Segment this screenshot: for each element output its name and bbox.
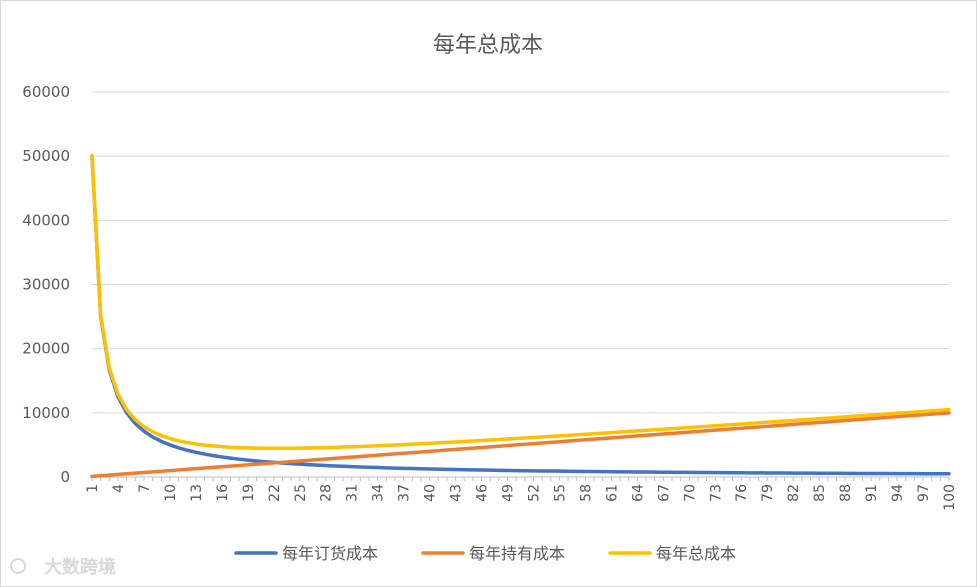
x-axis-ticks: 1 4 7 10 13 16 19 22 25 28 31 34 37 40 43 46 49 52 55 58 61 6… bbox=[85, 477, 958, 511]
x-tick-label: 40 bbox=[423, 484, 439, 502]
series-line-1 bbox=[90, 154, 951, 476]
x-tick-label: 46 bbox=[475, 484, 491, 502]
x-tick-label: 43 bbox=[449, 484, 465, 502]
x-tick-label: 19 bbox=[241, 484, 257, 502]
legend-label-2: 每年持有成本 bbox=[469, 544, 565, 563]
x-tick-label: 61 bbox=[604, 484, 620, 502]
x-tick-label: 73 bbox=[708, 484, 724, 502]
y-axis-ticks: 0 10000 20000 30000 40000 50000 60000 bbox=[22, 83, 70, 486]
x-tick-label: 55 bbox=[552, 484, 568, 502]
x-tick-label: 97 bbox=[916, 484, 932, 502]
series-line-2 bbox=[90, 411, 951, 479]
x-tick-label: 10 bbox=[163, 484, 179, 502]
x-tick-label: 49 bbox=[501, 484, 517, 502]
y-tick-label: 10000 bbox=[22, 404, 70, 422]
x-tick-label: 88 bbox=[838, 484, 854, 502]
x-tick-label: 4 bbox=[111, 484, 127, 493]
x-tick-label: 25 bbox=[293, 484, 309, 502]
x-tick-label: 28 bbox=[319, 484, 335, 502]
x-tick-label: 31 bbox=[345, 484, 361, 502]
x-tick-label: 76 bbox=[734, 484, 750, 502]
watermark: 大数跨境 bbox=[10, 556, 116, 578]
gridlines bbox=[92, 91, 949, 478]
x-tick-label: 85 bbox=[812, 484, 828, 502]
x-tick-label: 67 bbox=[656, 484, 672, 502]
x-tick-label: 64 bbox=[630, 484, 646, 502]
x-tick-label: 52 bbox=[526, 484, 542, 502]
legend-label-1: 每年订货成本 bbox=[282, 544, 378, 563]
legend: 每年订货成本 每年持有成本 每年总成本 bbox=[234, 544, 736, 563]
watermark-text: 大数跨境 bbox=[44, 556, 116, 578]
y-tick-label: 60000 bbox=[22, 83, 70, 101]
x-tick-label: 37 bbox=[397, 484, 413, 502]
x-tick-label: 13 bbox=[189, 484, 205, 502]
legend-label-3: 每年总成本 bbox=[656, 544, 736, 563]
x-tick-label: 22 bbox=[267, 484, 283, 502]
x-tick-label: 34 bbox=[371, 484, 387, 502]
x-tick-label: 7 bbox=[137, 484, 153, 493]
y-tick-label: 20000 bbox=[22, 340, 70, 358]
x-tick-label: 79 bbox=[760, 484, 776, 502]
x-tick-label: 100 bbox=[942, 484, 958, 511]
watermark-logo-icon bbox=[10, 558, 26, 574]
y-tick-label: 0 bbox=[60, 468, 70, 486]
x-tick-label: 58 bbox=[578, 484, 594, 502]
x-tick-label: 91 bbox=[864, 484, 880, 502]
x-tick-label: 70 bbox=[682, 484, 698, 502]
x-tick-label: 82 bbox=[786, 484, 802, 502]
chart-title: 每年总成本 bbox=[433, 33, 543, 58]
y-tick-label: 40000 bbox=[22, 211, 70, 229]
series-line-3 bbox=[90, 153, 951, 451]
x-tick-label: 16 bbox=[215, 484, 231, 502]
x-tick-label: 94 bbox=[890, 484, 906, 502]
y-tick-label: 50000 bbox=[22, 147, 70, 165]
series-lines bbox=[90, 153, 951, 479]
x-tick-label: 1 bbox=[85, 484, 101, 493]
y-tick-label: 30000 bbox=[22, 276, 70, 294]
